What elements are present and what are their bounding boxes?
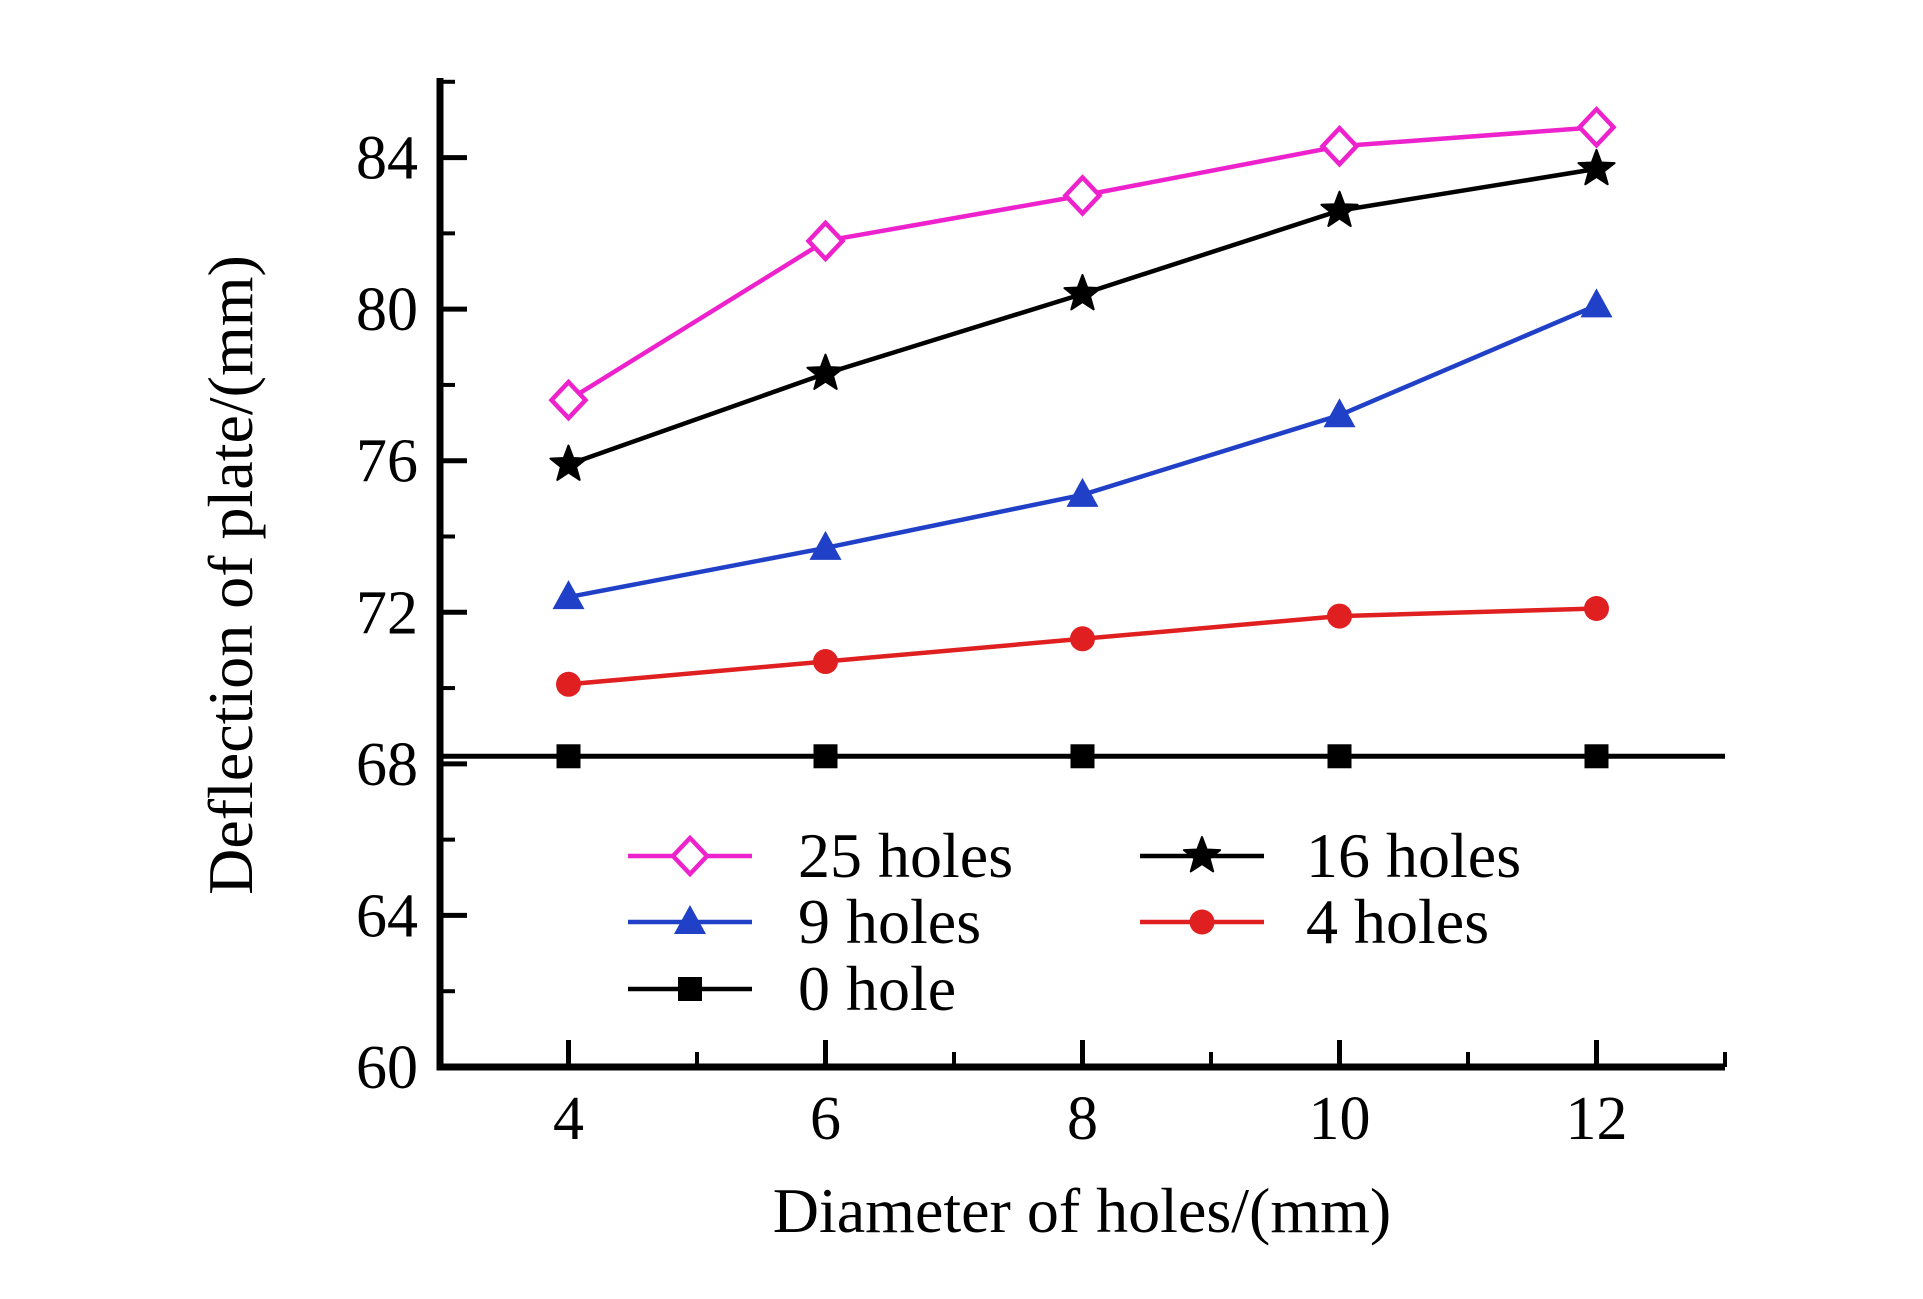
circle-marker-icon — [1070, 626, 1095, 652]
legend-item-16-holes: 16 holes — [1140, 820, 1521, 891]
y-tick-label: 60 — [356, 1034, 418, 1102]
legend-item-4-holes: 4 holes — [1140, 886, 1489, 957]
series-line-25-holes — [567, 125, 1597, 403]
circle-marker-icon — [556, 671, 581, 697]
x-tick-label: 4 — [553, 1085, 584, 1153]
square-marker-icon — [813, 744, 838, 769]
square-marker-icon — [678, 977, 702, 1001]
legend-label-0-hole: 0 hole — [798, 953, 956, 1024]
series-16-holes — [549, 148, 1616, 481]
x-tick-label: 10 — [1309, 1085, 1371, 1153]
series-9-holes — [552, 288, 1613, 610]
diamond-marker-icon — [1319, 124, 1360, 168]
square-marker-icon — [556, 744, 581, 769]
series-25-holes — [548, 105, 1617, 422]
legend-label-9-holes: 9 holes — [798, 886, 981, 957]
square-marker-icon — [1584, 744, 1609, 769]
series-0-hole — [443, 744, 1725, 769]
y-tick-label: 80 — [356, 276, 418, 344]
circle-marker-icon — [813, 649, 838, 675]
triangle-marker-icon — [552, 580, 585, 610]
diamond-marker-icon — [1062, 174, 1103, 217]
star-marker-icon — [1320, 190, 1359, 227]
triangle-marker-icon — [1066, 477, 1099, 507]
legend-label-16-holes: 16 holes — [1306, 820, 1521, 891]
star-marker-icon — [1577, 148, 1616, 186]
triangle-marker-icon — [1580, 288, 1613, 318]
star-marker-icon — [1182, 836, 1222, 873]
star-marker-icon — [549, 444, 588, 481]
series-line-9-holes — [568, 303, 1598, 600]
triangle-marker-icon — [1323, 398, 1356, 428]
triangle-marker-icon — [809, 530, 842, 560]
legend-item-0-hole: 0 hole — [628, 953, 956, 1024]
y-tick-label: 76 — [356, 428, 418, 496]
x-tick-label: 8 — [1067, 1085, 1098, 1153]
star-marker-icon — [806, 353, 845, 390]
y-tick-label: 68 — [356, 731, 418, 799]
legend-label-4-holes: 4 holes — [1306, 886, 1489, 957]
circle-marker-icon — [1189, 909, 1215, 935]
x-axis-title: Diameter of holes/(mm) — [773, 1175, 1391, 1246]
star-marker-icon — [1063, 274, 1102, 311]
square-marker-icon — [1070, 744, 1095, 769]
y-tick-label: 72 — [356, 579, 418, 647]
y-axis-title: Deflection of plate/(mm) — [195, 255, 266, 895]
legend-label-25-holes: 25 holes — [798, 820, 1013, 891]
circle-marker-icon — [1584, 595, 1609, 621]
series-4-holes — [556, 595, 1609, 697]
legend-item-9-holes: 9 holes — [628, 886, 981, 957]
triangle-marker-icon — [674, 905, 706, 934]
y-tick-label: 64 — [356, 882, 418, 950]
x-tick-label: 12 — [1566, 1085, 1628, 1153]
diamond-marker-icon — [1576, 105, 1617, 149]
legend-item-25-holes: 25 holes — [628, 820, 1013, 891]
diamond-marker-icon — [548, 378, 589, 422]
x-tick-label: 6 — [810, 1085, 841, 1153]
square-marker-icon — [1327, 744, 1352, 769]
circle-marker-icon — [1327, 603, 1352, 629]
y-tick-label: 84 — [356, 125, 418, 193]
diamond-marker-icon — [669, 834, 711, 878]
diamond-marker-icon — [805, 219, 846, 263]
